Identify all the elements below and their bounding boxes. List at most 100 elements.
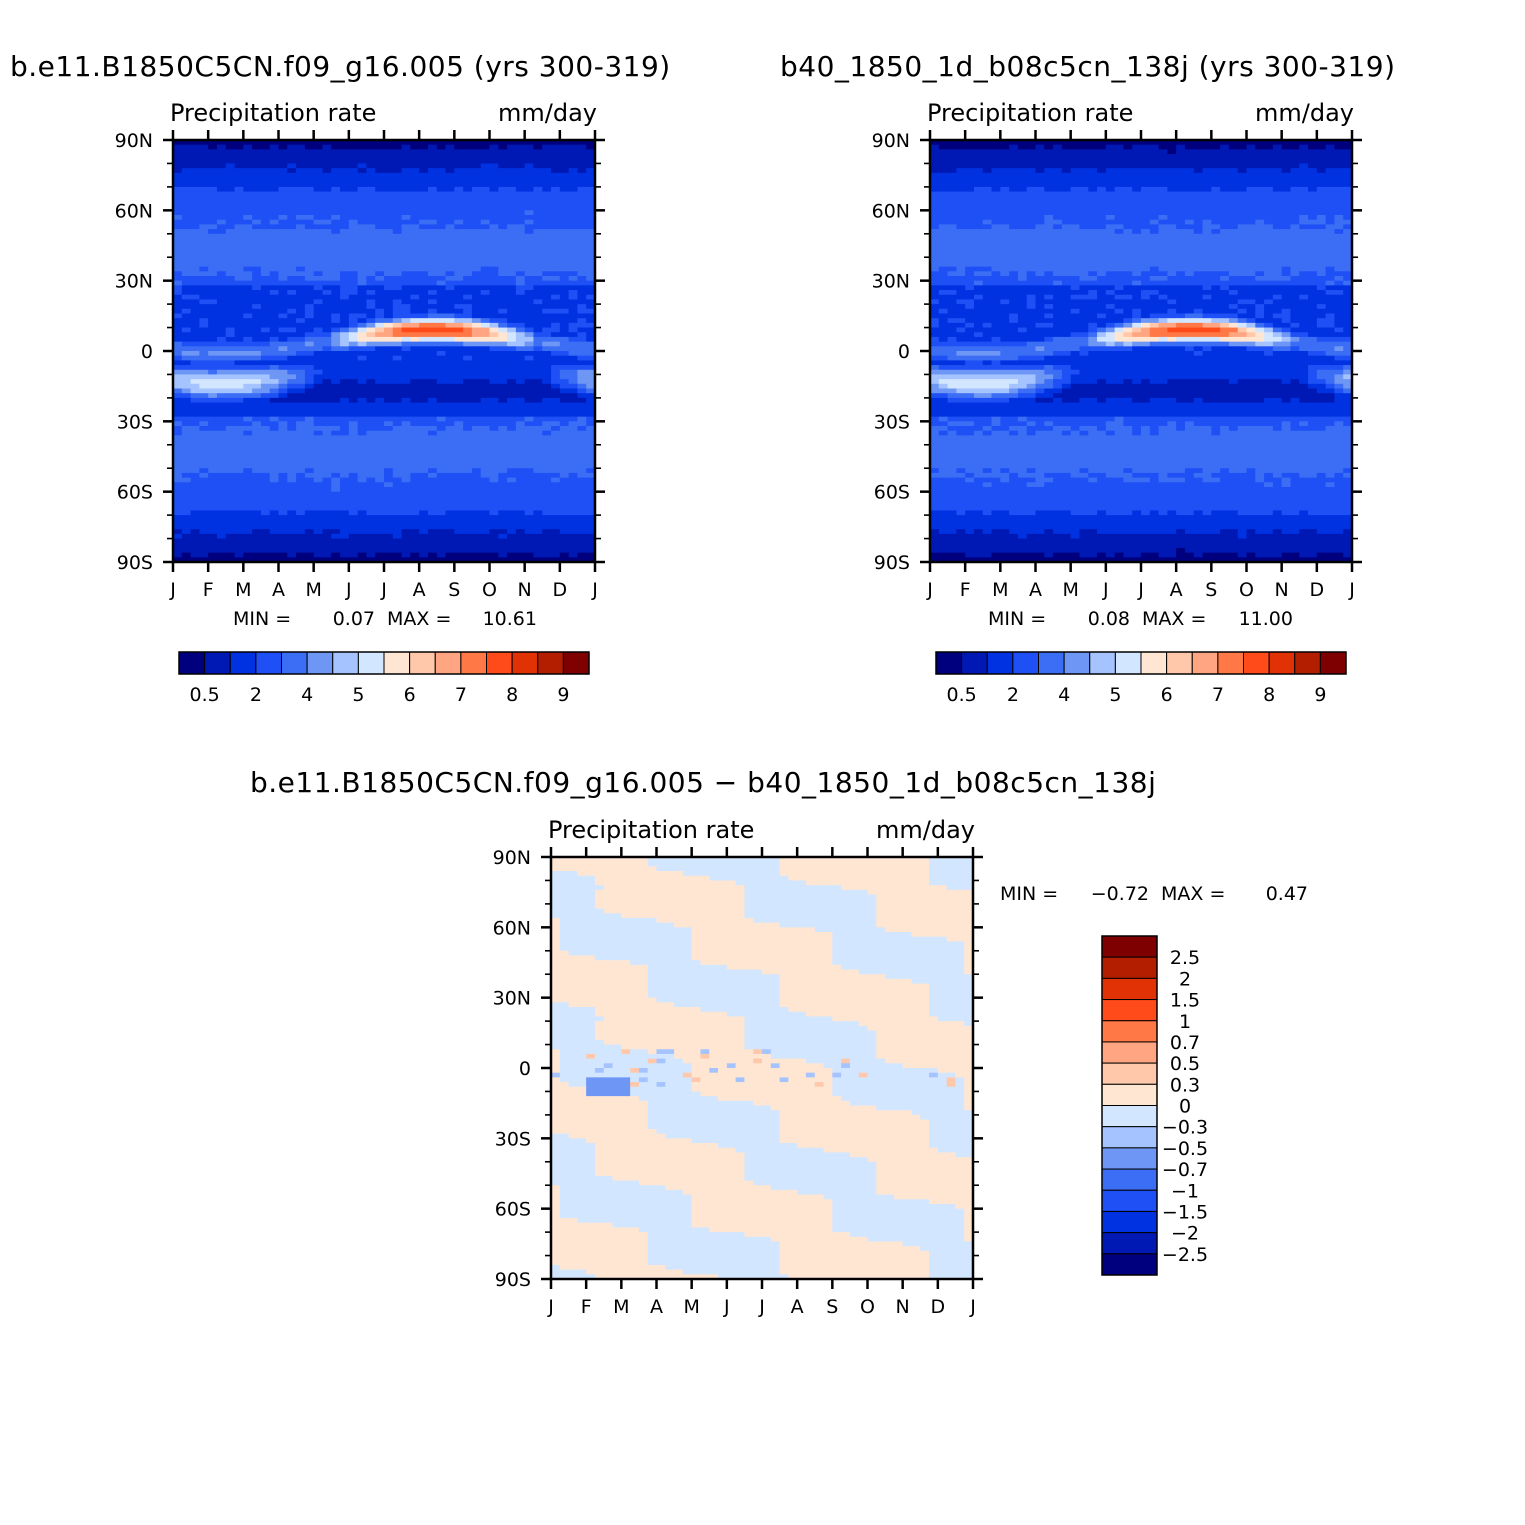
field-cell [384, 421, 394, 427]
field-cell [515, 463, 526, 469]
field-cell [225, 186, 236, 193]
field-cell [471, 515, 482, 521]
field-cell [410, 229, 420, 235]
field-cell [427, 486, 438, 493]
field-cell [243, 351, 253, 357]
field-cell [1088, 140, 1098, 146]
panel-1-right-label: mm/day [498, 99, 597, 127]
field-cell [260, 313, 271, 319]
field-cell [348, 210, 359, 216]
field-cell [1211, 149, 1221, 155]
field-cell [586, 299, 595, 305]
field-cell [287, 290, 297, 296]
field-cell [181, 215, 192, 221]
field-cell [947, 149, 957, 155]
field-cell [260, 168, 271, 174]
field-cell [252, 219, 262, 225]
field-cell [243, 463, 253, 469]
field-cell [392, 304, 403, 310]
field-cell [357, 533, 368, 540]
field-cell [1325, 177, 1336, 183]
field-cell [454, 458, 464, 465]
field-cell [419, 271, 429, 277]
field-cell [313, 533, 324, 540]
field-cell [260, 196, 271, 202]
field-cell [252, 360, 262, 366]
field-cell [445, 271, 455, 277]
field-cell [296, 168, 306, 174]
field-cell [199, 182, 209, 188]
field-cell [225, 519, 236, 526]
field-cell [463, 266, 473, 272]
field-cell [260, 200, 271, 207]
colorbar-swatch [511, 651, 539, 675]
field-cell [577, 519, 587, 526]
field-cell [181, 308, 192, 315]
field-cell [173, 543, 183, 549]
field-cell [524, 519, 535, 526]
field-cell [208, 501, 218, 507]
field-cell [436, 355, 447, 361]
field-cell [1343, 158, 1352, 165]
field-cell [260, 482, 271, 488]
field-cell [1044, 186, 1054, 193]
field-cell [252, 177, 262, 183]
field-cell [498, 215, 508, 221]
field-cell [331, 421, 341, 427]
field-cell [436, 196, 447, 202]
field-cell [392, 482, 403, 488]
field-cell [938, 191, 949, 197]
field-cell [252, 149, 262, 155]
field-cell [1272, 163, 1283, 169]
field-cell [551, 327, 561, 333]
field-cell [577, 154, 587, 160]
field-cell [410, 355, 420, 361]
field-cell [471, 421, 482, 427]
field-cell [436, 243, 447, 249]
field-cell [419, 421, 429, 427]
field-cell [269, 515, 280, 521]
field-cell [243, 229, 253, 235]
field-cell [357, 393, 368, 399]
field-cell [392, 261, 403, 268]
field-cell [586, 533, 595, 540]
field-cell [489, 529, 499, 535]
field-cell [348, 196, 359, 202]
field-cell [348, 247, 359, 254]
field-cell [1044, 168, 1054, 174]
field-cell [173, 440, 183, 446]
field-cell [278, 393, 288, 399]
field-cell [577, 477, 587, 483]
field-cell [190, 486, 200, 493]
field-cell [199, 388, 209, 394]
field-cell [216, 280, 227, 286]
field-cell [1184, 182, 1195, 188]
field-cell [480, 538, 491, 544]
field-cell [445, 154, 455, 160]
field-cell [410, 351, 420, 357]
field-cell [243, 515, 253, 521]
field-cell [1316, 168, 1327, 174]
field-cell [445, 210, 455, 216]
field-cell [348, 172, 359, 179]
field-cell [348, 397, 359, 404]
field-cell [551, 299, 561, 305]
field-cell [559, 407, 570, 413]
field-cell [533, 430, 543, 436]
field-cell [252, 154, 262, 160]
field-cell [507, 149, 517, 155]
field-cell [190, 529, 200, 535]
field-cell [260, 346, 271, 352]
field-cell [199, 341, 209, 347]
field-cell [190, 472, 200, 479]
field-cell [419, 219, 429, 225]
field-cell [304, 285, 315, 291]
field-cell [340, 238, 350, 244]
field-cell [366, 552, 376, 558]
field-cell [252, 510, 262, 516]
field-cell [401, 308, 411, 315]
field-cell [1017, 154, 1028, 160]
field-cell [533, 547, 543, 554]
field-cell [208, 219, 218, 225]
field-cell [234, 458, 244, 465]
